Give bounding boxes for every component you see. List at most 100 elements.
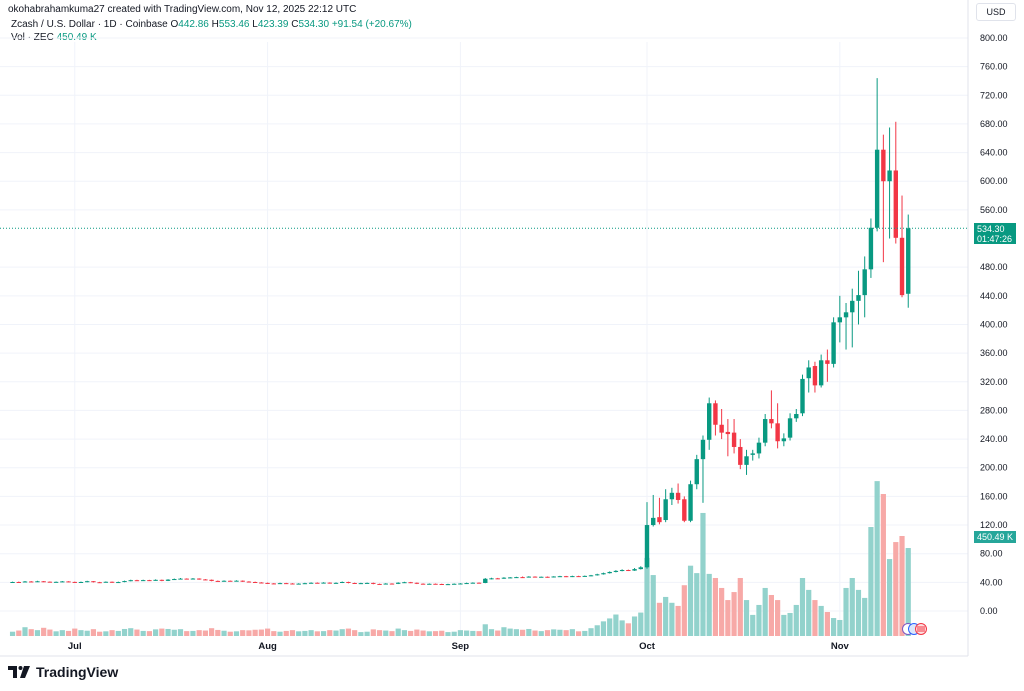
volume-bar (464, 630, 470, 636)
volume-bar (370, 629, 376, 636)
tradingview-logo[interactable]: TradingView (8, 664, 118, 680)
candle-body (172, 579, 177, 581)
candle-body (346, 581, 351, 583)
candle-body (850, 300, 855, 313)
volume-bar (737, 577, 743, 636)
volume-bar (53, 631, 59, 636)
volume-bar (743, 600, 750, 636)
volume-bar (513, 629, 519, 636)
time-label: Jul (68, 641, 82, 652)
volume-bar (457, 630, 463, 636)
volume-bar (582, 630, 588, 636)
candle-body (85, 581, 90, 583)
volume-bar (376, 630, 383, 636)
candle-body (109, 581, 115, 583)
candle-body (532, 576, 538, 578)
candle-body (570, 576, 575, 578)
candle-body (458, 583, 463, 585)
candle-body (41, 581, 46, 583)
volume-bar (165, 628, 171, 636)
candle-body (215, 580, 221, 582)
currency-button[interactable]: USD (976, 3, 1016, 21)
volume-bar (812, 600, 818, 636)
candle-body (290, 583, 295, 585)
candle-body (856, 295, 861, 301)
candle-body (719, 424, 724, 433)
candle-body (35, 581, 40, 583)
volume-bar (258, 629, 264, 636)
symbol-title[interactable]: Zcash / U.S. Dollar · 1D · Coinbase (11, 19, 168, 30)
price-tick: 80.00 (980, 549, 1003, 559)
volume-bar (426, 631, 432, 636)
candle-body (302, 583, 308, 585)
volume-bar (557, 629, 563, 636)
volume-bar (271, 631, 277, 636)
volume-bar (41, 627, 47, 636)
candle-body (389, 583, 395, 585)
candle-body (539, 576, 544, 578)
volume-bar (768, 594, 774, 636)
candle-body (190, 578, 196, 580)
candle-body (265, 582, 270, 584)
volume-bar (669, 602, 675, 636)
candle-body (663, 499, 668, 521)
volume-bar (824, 611, 830, 636)
volume-bar (501, 627, 507, 636)
volume-bar (364, 631, 370, 636)
candle-body (284, 583, 289, 585)
volume-bar (445, 632, 451, 636)
candle-body (414, 582, 420, 584)
volume-bar (177, 629, 184, 636)
volume-bar (339, 629, 345, 636)
volume-bar (787, 612, 793, 636)
candle-body (234, 580, 239, 582)
candle-body (427, 583, 432, 585)
candle-body (445, 584, 451, 586)
volume-bar (308, 630, 314, 636)
candle-body (613, 570, 619, 572)
candle-body (775, 423, 780, 442)
candle-body (396, 582, 401, 584)
candle-body (147, 580, 152, 582)
candle-body (315, 582, 320, 584)
candle-body (196, 578, 202, 580)
candle-body (619, 570, 625, 572)
volume-bar (831, 618, 837, 636)
candle-body (675, 492, 681, 500)
volume-bar (190, 630, 196, 636)
candle-body (271, 583, 276, 585)
candle-body (632, 569, 637, 571)
volume-bar (712, 577, 719, 636)
volume-bar (507, 628, 513, 636)
volume-bar (526, 628, 532, 636)
volume-bar (775, 600, 781, 636)
candle-body (899, 237, 905, 296)
candle-body (526, 576, 532, 578)
volume-bar (451, 631, 457, 636)
candle-body (60, 581, 65, 583)
volume-bar (84, 630, 90, 636)
candle-body (97, 582, 102, 584)
open-label: O (170, 19, 179, 30)
price-tick: 720.00 (980, 90, 1008, 100)
volume-bar (619, 620, 625, 636)
price-chart[interactable]: 800.00 760.00 720.00 680.00 640.00 600.00 560.… (0, 0, 1024, 660)
events-flags-icon[interactable] (901, 622, 929, 636)
candle-body (78, 581, 84, 583)
candle-body (881, 149, 886, 182)
volume-bar (159, 628, 165, 636)
candle-body (825, 360, 830, 364)
volume-bar (725, 600, 731, 636)
price-tick: 480.00 (980, 262, 1008, 272)
close-label: C (291, 19, 299, 30)
candle-body (831, 322, 836, 364)
candle-body (713, 403, 718, 425)
candle-body (53, 581, 59, 583)
time-label: Oct (639, 641, 656, 652)
volume-bar (78, 630, 84, 636)
candle-body (252, 581, 258, 583)
candle-body (731, 432, 737, 447)
candle-body (545, 576, 550, 578)
price-tick: 360.00 (980, 348, 1008, 358)
volume-bar (625, 623, 631, 636)
